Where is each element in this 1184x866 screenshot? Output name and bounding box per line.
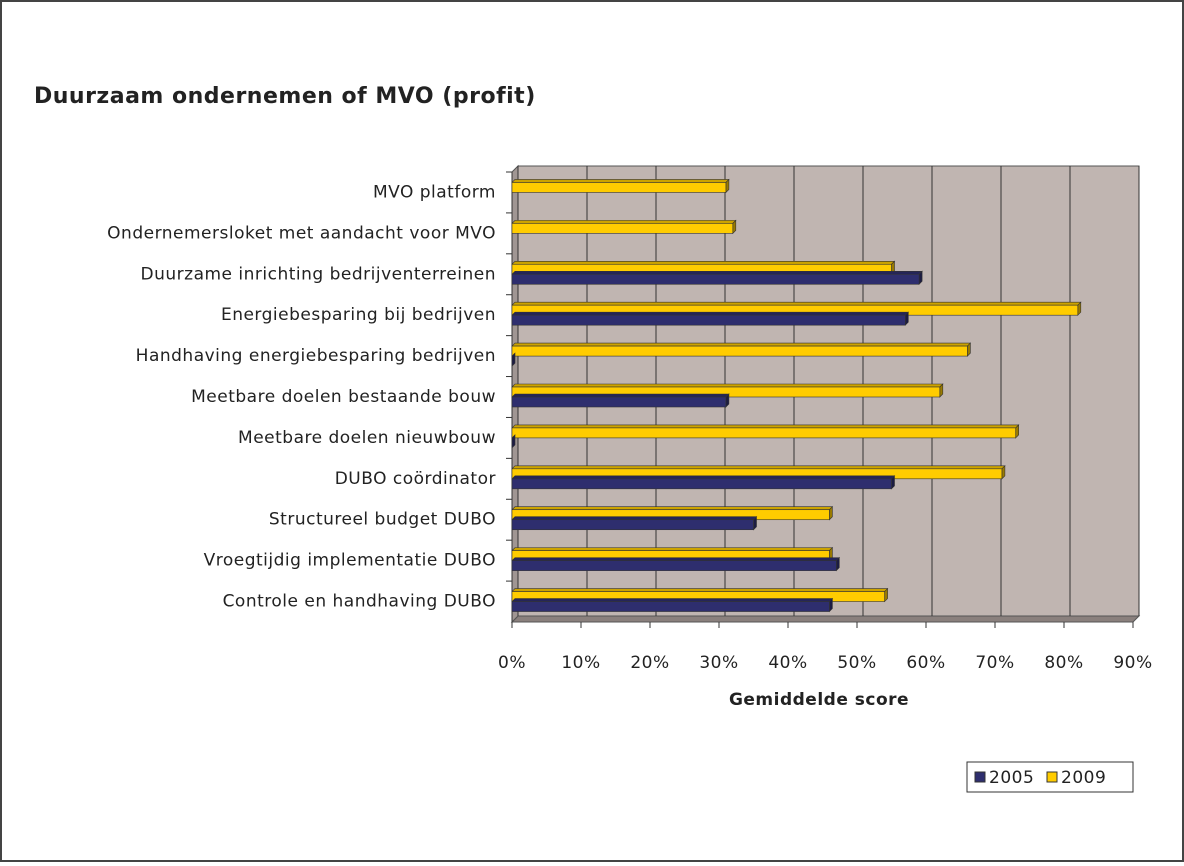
- bar: [511, 345, 968, 357]
- bar-top: [511, 260, 896, 265]
- bar-side: [511, 434, 516, 449]
- x-tick-label: 70%: [975, 653, 1014, 673]
- x-tick-label: 50%: [837, 653, 876, 673]
- bar-top: [511, 465, 1006, 470]
- bar: [511, 519, 754, 531]
- bar: [511, 396, 727, 408]
- bar: [511, 223, 734, 234]
- legend-label: 2009: [1061, 768, 1106, 788]
- bar-top: [511, 516, 758, 521]
- bar-top: [511, 393, 730, 398]
- bar-top: [511, 311, 910, 316]
- legend-swatch: [1046, 771, 1058, 783]
- y-tick-label: Vroegtijdig implementatie DUBO: [204, 551, 496, 571]
- bar-top: [511, 270, 923, 275]
- bar-top: [511, 588, 889, 592]
- bar-top: [511, 301, 1082, 306]
- y-tick-label: Ondernemersloket met aandacht voor MVO: [107, 223, 496, 243]
- bar: [511, 182, 727, 193]
- bar: [511, 427, 1017, 439]
- bar-top: [511, 475, 896, 480]
- bar: [511, 273, 920, 285]
- x-tick-label: 40%: [768, 653, 807, 673]
- bar-top: [511, 383, 944, 388]
- bar: [511, 560, 837, 571]
- bar: [511, 314, 906, 326]
- y-tick-label: Controle en handhaving DUBO: [223, 592, 496, 612]
- y-tick-label: Duurzame inrichting bedrijventerreinen: [141, 264, 496, 284]
- bar-top: [511, 506, 834, 511]
- plot-floor: [510, 615, 1141, 623]
- y-tick-label: Meetbare doelen nieuwbouw: [238, 428, 496, 448]
- bar-top: [511, 342, 972, 347]
- x-tick-label: 10%: [561, 653, 600, 673]
- y-tick-label: Meetbare doelen bestaande bouw: [191, 387, 496, 407]
- bar-side: [511, 352, 516, 367]
- chart-title: Duurzaam ondernemen of MVO (profit): [34, 84, 536, 109]
- x-tick-label: 30%: [699, 653, 738, 673]
- y-tick-label: Energiebesparing bij bedrijven: [221, 305, 496, 325]
- y-tick-label: Handhaving energiebesparing bedrijven: [136, 346, 496, 366]
- bar-top: [511, 220, 737, 224]
- bar-top: [511, 598, 834, 602]
- x-axis-title: Gemiddelde score: [729, 690, 909, 710]
- x-tick-label: 90%: [1113, 653, 1152, 673]
- x-tick-label: 80%: [1044, 653, 1083, 673]
- legend-label: 2005: [989, 768, 1034, 788]
- bar-top: [511, 547, 834, 551]
- x-tick-label: 20%: [630, 653, 669, 673]
- y-tick-label: Structureel budget DUBO: [269, 510, 496, 530]
- legend-swatch: [974, 771, 986, 783]
- x-tick-label: 60%: [906, 653, 945, 673]
- bar-top: [511, 557, 841, 561]
- bar: [511, 601, 830, 612]
- y-tick-label: MVO platform: [373, 182, 496, 202]
- y-tick-label: DUBO coördinator: [335, 469, 496, 489]
- bar-top: [511, 424, 1020, 429]
- x-tick-label: 0%: [498, 653, 526, 673]
- bar-top: [511, 179, 730, 183]
- bar: [511, 478, 892, 490]
